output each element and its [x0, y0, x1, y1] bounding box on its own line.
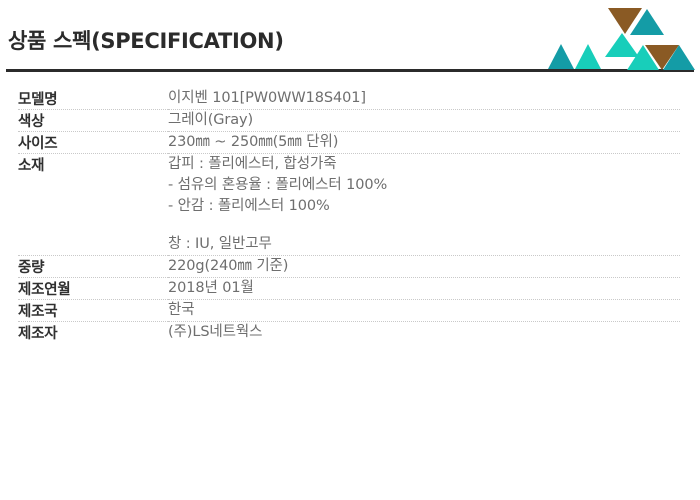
spec-value: 이지벤 101[PW0WW18S401] [168, 88, 680, 110]
spec-value-line: 한국 [168, 302, 195, 318]
top-triangle-teal-icon [630, 9, 664, 35]
spec-label: 소재 [18, 153, 168, 256]
spec-label: 색상 [18, 109, 168, 132]
spec-value-line: - 섬유의 혼용율 : 폴리에스터 100% [168, 177, 388, 193]
specification-table-body: 모델명 이지벤 101[PW0WW18S401] 색상 그레이(Gray) 사이즈 230… [18, 88, 680, 343]
spec-value: 220g(240㎜ 기준) [168, 255, 680, 278]
spec-value-line: - 안감 : 폴리에스터 100% [168, 198, 330, 214]
spec-value-line: 이지벤 101[PW0WW18S401] [168, 90, 366, 106]
spec-value: 갑피 : 폴리에스터, 합성가죽 - 섬유의 혼용율 : 폴리에스터 100% - … [168, 153, 680, 256]
small-triangle-left-icon [548, 44, 574, 69]
table-row: 모델명 이지벤 101[PW0WW18S401] [18, 88, 680, 110]
spec-value-line: 220g(240㎜ 기준) [168, 258, 289, 274]
page-header: 상품 스펙(SPECIFICATION) [0, 0, 700, 72]
spec-label: 사이즈 [18, 131, 168, 154]
spec-value-line: (주)LS네트웍스 [168, 324, 263, 340]
table-row: 중량 220g(240㎜ 기준) [18, 255, 680, 278]
spec-value: 그레이(Gray) [168, 109, 680, 132]
spec-value-line: 갑피 : 폴리에스터, 합성가죽 [168, 156, 337, 172]
table-row: 제조자 (주)LS네트웍스 [18, 321, 680, 343]
spec-value-line: 창 : IU, 일반고무 [168, 236, 272, 252]
triangle-cluster [535, 0, 700, 70]
spec-label: 중량 [18, 255, 168, 278]
spec-label: 제조연월 [18, 277, 168, 300]
spec-value: 230㎜ ~ 250㎜(5㎜ 단위) [168, 131, 680, 154]
spec-value: (주)LS네트웍스 [168, 321, 680, 343]
spec-value: 2018년 01월 [168, 277, 680, 300]
table-row: 제조연월 2018년 01월 [18, 277, 680, 300]
spec-label: 제조자 [18, 321, 168, 343]
spec-value-line: 그레이(Gray) [168, 112, 254, 128]
page-title: 상품 스펙(SPECIFICATION) [8, 29, 284, 53]
specification-table: 모델명 이지벤 101[PW0WW18S401] 색상 그레이(Gray) 사이즈 230… [18, 88, 680, 343]
table-row: 제조국 한국 [18, 299, 680, 322]
table-row: 색상 그레이(Gray) [18, 109, 680, 132]
small-triangle-right-icon [575, 44, 601, 69]
table-row: 사이즈 230㎜ ~ 250㎜(5㎜ 단위) [18, 131, 680, 154]
spec-value-line: 2018년 01월 [168, 280, 254, 296]
table-row: 소재 갑피 : 폴리에스터, 합성가죽 - 섬유의 혼용율 : 폴리에스터 100%… [18, 153, 680, 256]
spec-label: 모델명 [18, 92, 58, 108]
spec-value: 한국 [168, 299, 680, 322]
spec-value-line: 230㎜ ~ 250㎜(5㎜ 단위) [168, 134, 339, 150]
header-divider [6, 69, 694, 72]
bottom-triangle-right-icon [663, 45, 695, 70]
spec-label: 제조국 [18, 299, 168, 322]
